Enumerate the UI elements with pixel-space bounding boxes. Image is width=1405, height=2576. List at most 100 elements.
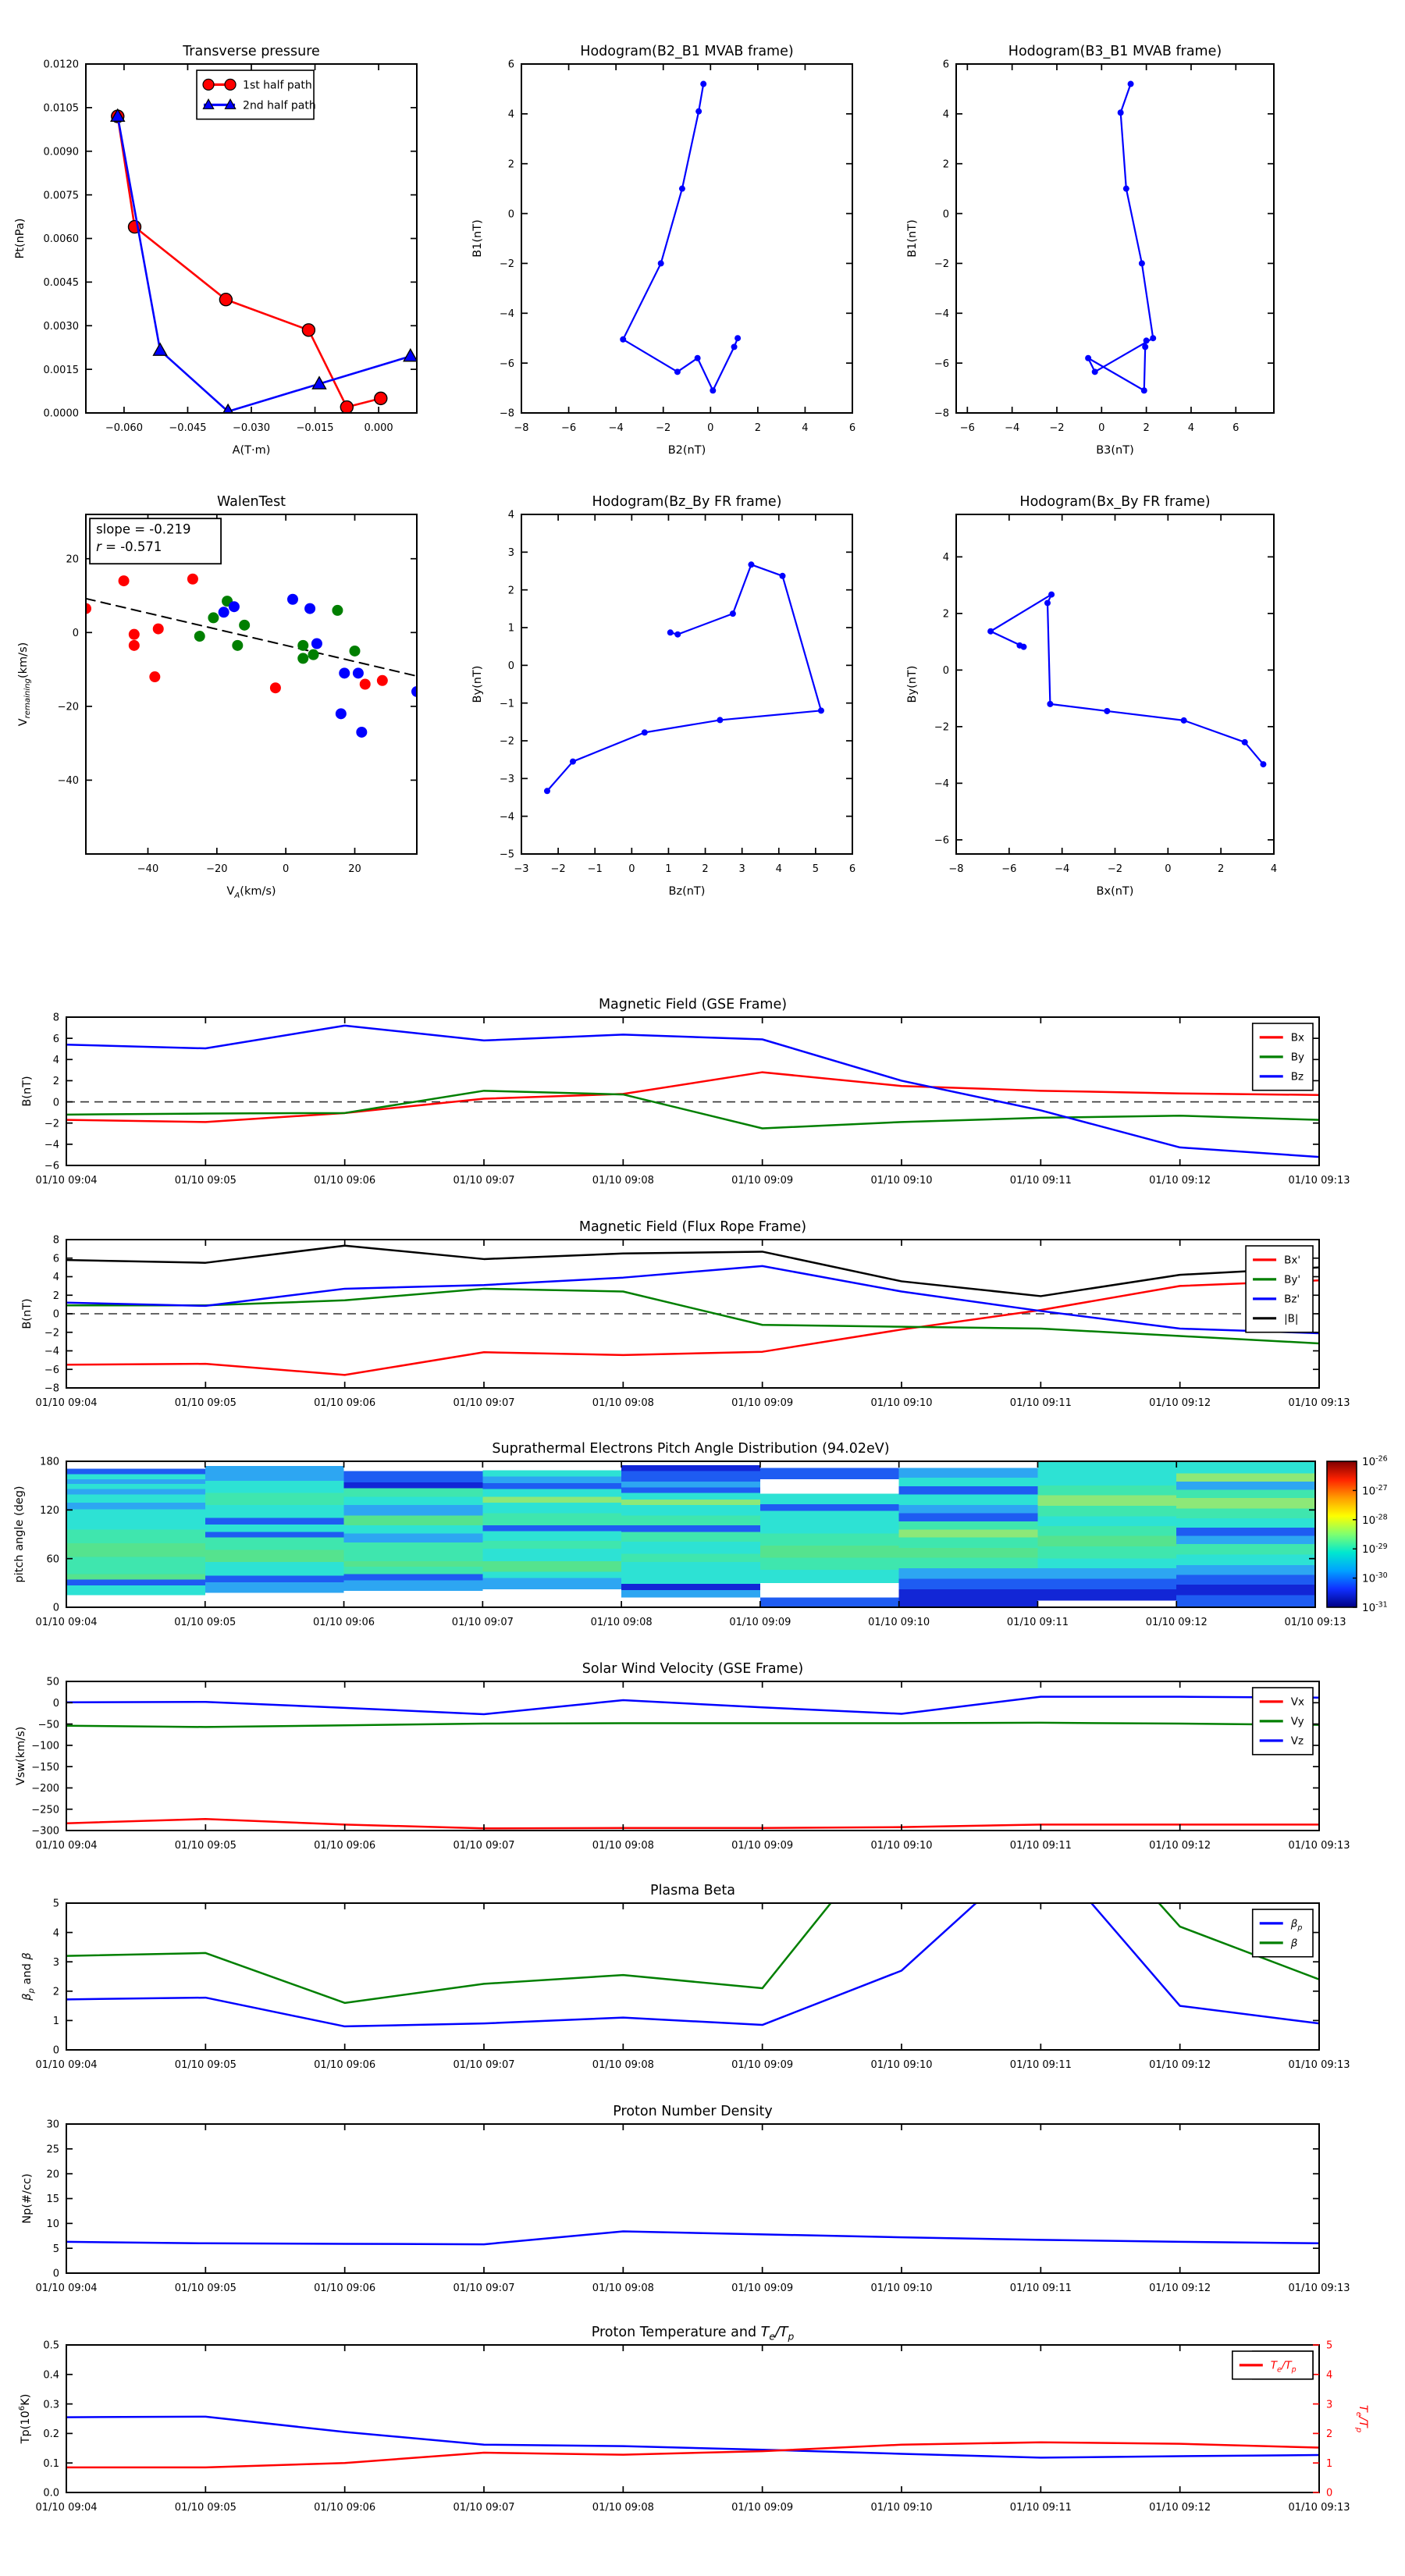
legend-label: 1st half path	[243, 79, 312, 91]
chart-gse: 01/10 09:04 01/10 09:05 01/10 09:06 01/10 0…	[21, 997, 1350, 1187]
x-axis-label: A(T·m)	[233, 444, 271, 457]
chart-title: Proton Number Density	[613, 2104, 772, 2119]
annotation-box: slope = -0.219 r = -0.571	[89, 518, 222, 565]
x-tick-label: −2	[656, 422, 670, 434]
y-tick-label: −200	[31, 1783, 59, 1795]
y-tick-label: 4	[508, 510, 514, 521]
y-tick-label: 8	[53, 1012, 59, 1024]
x-tick-label: 01/10 09:11	[1010, 2059, 1072, 2071]
x-tick-label: 01/10 09:13	[1288, 1397, 1350, 1409]
right-y-tick-label: 2	[1326, 2428, 1332, 2440]
x-tick-label: 01/10 09:05	[175, 2059, 237, 2071]
y-tick-label: 30	[46, 2119, 59, 2131]
x-tick-label: 3	[739, 863, 745, 875]
y-tick-label: −8	[500, 408, 514, 420]
y-tick-label: 2	[508, 585, 514, 596]
x-tick-label: 01/10 09:07	[453, 2502, 514, 2514]
x-tick-label: 01/10 09:07	[453, 1175, 514, 1187]
y-axis-label: By(nT)	[471, 666, 484, 703]
series-B3_B1 path	[1085, 80, 1157, 394]
y-axis-label: Pt(nPa)	[14, 219, 27, 259]
y-axis-label: βp​ and β	[21, 1952, 36, 2001]
x-axis-label: B2(nT)	[668, 444, 706, 457]
chart-title: Proton Temperature and Te​/Tp​	[592, 2325, 795, 2343]
y-tick-label: 20	[46, 2169, 59, 2180]
right-y-axis-label: Te​/Tp​	[1354, 2405, 1369, 2432]
x-tick-label: −4	[1055, 863, 1069, 875]
chart-frf: 01/10 09:04 01/10 09:05 01/10 09:06 01/10 0…	[21, 1219, 1350, 1409]
x-tick-label: 01/10 09:05	[175, 1175, 237, 1187]
y-tick-label: 3	[508, 547, 514, 559]
legend: Bx' By' Bz' |B|	[1245, 1245, 1314, 1333]
axes-p5: −3 −2 −1 0 1 2 3 4 5 6 −5 −4 −3 −2 −1 0 1 2 3 4	[500, 510, 855, 875]
axes-p1: −0.060 −0.045 −0.030 −0.015 0.000 0.0000 0.001…	[44, 59, 418, 434]
y-tick-label: −4	[500, 811, 514, 823]
series-beta_p	[66, 1903, 1319, 2028]
y-tick-label: −40	[58, 775, 79, 787]
legend-label: Vz	[1291, 1735, 1304, 1748]
series-|B|	[66, 1244, 1319, 1297]
colorbar-tick-label: 10-26​	[1362, 1455, 1388, 1468]
plot-area-p2	[620, 80, 742, 394]
plot-area-temp	[66, 2415, 1319, 2469]
y-tick-label: −150	[31, 1762, 59, 1774]
y-tick-label: 2	[53, 1986, 59, 1998]
axes-gse: 01/10 09:04 01/10 09:05 01/10 09:06 01/10 0…	[35, 1012, 1350, 1187]
y-tick-label: −100	[31, 1741, 59, 1752]
y-tick-label: −5	[500, 849, 514, 861]
x-tick-label: 01/10 09:05	[175, 2502, 237, 2514]
x-tick-label: 01/10 09:09	[731, 1175, 793, 1187]
y-tick-label: 5	[53, 2243, 59, 2255]
heatmap-cells	[66, 1461, 1315, 1607]
series-By'	[66, 1287, 1319, 1345]
chart-title: Hodogram(B3_B1 MVAB frame)	[1008, 44, 1222, 59]
y-tick-label: 0.1	[43, 2458, 59, 2470]
x-tick-label: −6	[960, 422, 975, 434]
series-Vx	[66, 1818, 1319, 1830]
chart-temp: 01/10 09:04 01/10 09:05 01/10 09:06 01/10 0…	[18, 2325, 1369, 2514]
x-tick-label: 01/10 09:12	[1149, 2282, 1211, 2294]
x-tick-label: 01/10 09:12	[1149, 2059, 1211, 2071]
x-tick-label: −1	[588, 863, 603, 875]
y-tick-label: 0	[943, 208, 949, 220]
y-tick-label: 0.0000	[44, 408, 80, 420]
x-tick-label: 2	[755, 422, 761, 434]
y-tick-label: 0.4	[43, 2369, 59, 2381]
x-tick-label: 0	[628, 863, 635, 875]
y-tick-label: 1	[508, 623, 514, 635]
y-tick-label: −20	[58, 702, 79, 713]
x-tick-label: 01/10 09:13	[1288, 2502, 1350, 2514]
x-tick-label: 01/10 09:06	[314, 2282, 375, 2294]
plot-area-p1	[110, 108, 417, 413]
axes-frf: 01/10 09:04 01/10 09:05 01/10 09:06 01/10 0…	[35, 1235, 1350, 1409]
x-tick-label: 01/10 09:12	[1149, 1397, 1211, 1409]
x-tick-label: 01/10 09:05	[175, 1840, 237, 1852]
y-tick-label: 0.0030	[44, 321, 80, 333]
x-axis-label: B3(nT)	[1096, 444, 1134, 457]
x-tick-label: 01/10 09:11	[1010, 2502, 1072, 2514]
x-tick-label: 01/10 09:06	[314, 1397, 375, 1409]
y-tick-label: −4	[44, 1346, 59, 1357]
axes-beta: 01/10 09:04 01/10 09:05 01/10 09:06 01/10 0…	[35, 1898, 1350, 2071]
x-tick-label: 01/10 09:04	[35, 2059, 97, 2071]
x-tick-label: −0.045	[169, 422, 206, 434]
x-tick-label: 01/10 09:04	[35, 2502, 97, 2514]
x-tick-label: 01/10 09:08	[592, 1840, 654, 1852]
x-tick-label: 01/10 09:10	[868, 1617, 930, 1628]
x-tick-label: 01/10 09:09	[731, 2282, 793, 2294]
axes-p4: −40 −20 0 20 −40 −20 0 20	[58, 514, 418, 875]
y-tick-label: 0	[53, 1603, 59, 1614]
x-tick-label: 01/10 09:08	[592, 1397, 654, 1409]
colorbar-tick-label: 10-29​	[1362, 1542, 1388, 1556]
y-tick-label: 0	[508, 660, 514, 672]
legend-label: 2nd half path	[243, 99, 316, 112]
series-Te/Tp	[66, 2441, 1319, 2469]
plot-area-frf	[66, 1244, 1319, 1376]
y-tick-label: −6	[500, 358, 514, 370]
y-tick-label: 0.0090	[44, 146, 80, 158]
x-tick-label: 01/10 09:09	[729, 1617, 791, 1628]
y-tick-label: 0.0075	[44, 190, 80, 201]
x-tick-label: 2	[1218, 863, 1224, 875]
x-tick-label: −4	[1005, 422, 1019, 434]
